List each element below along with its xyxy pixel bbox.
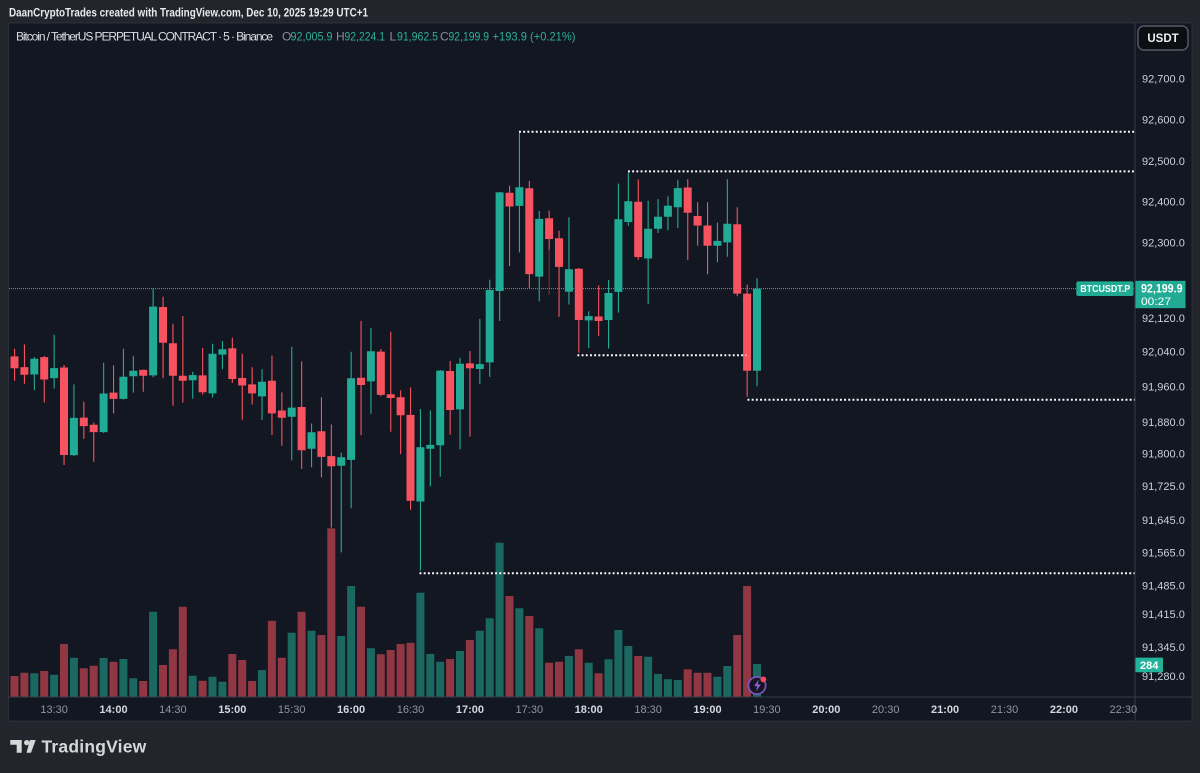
svg-text:91,565.0: 91,565.0 (1142, 548, 1185, 560)
svg-text:92,005.9: 92,005.9 (291, 30, 333, 44)
svg-text:92,224.1: 92,224.1 (345, 30, 386, 44)
svg-text:13:30: 13:30 (40, 704, 68, 716)
svg-text:91,345.0: 91,345.0 (1142, 642, 1185, 654)
svg-text:14:30: 14:30 (159, 704, 187, 716)
svg-text:22:30: 22:30 (1110, 704, 1138, 716)
svg-text:15:00: 15:00 (218, 704, 246, 716)
svg-text:USDT: USDT (1147, 33, 1178, 45)
svg-text:18:00: 18:00 (575, 704, 603, 716)
svg-text:20:00: 20:00 (812, 704, 840, 716)
svg-text:20:30: 20:30 (872, 704, 900, 716)
svg-text:00:27: 00:27 (1141, 296, 1171, 308)
svg-text:22:00: 22:00 (1050, 704, 1078, 716)
svg-text:+193.9 (+0.21%): +193.9 (+0.21%) (493, 30, 576, 44)
svg-text:16:30: 16:30 (397, 704, 425, 716)
svg-text:92,300.0: 92,300.0 (1142, 238, 1185, 250)
svg-text:92,199.9: 92,199.9 (1141, 284, 1183, 296)
svg-text:14:00: 14:00 (99, 704, 127, 716)
svg-text:21:30: 21:30 (991, 704, 1019, 716)
svg-text:21:00: 21:00 (931, 704, 959, 716)
svg-text:91,280.0: 91,280.0 (1142, 671, 1185, 683)
svg-text:92,120.0: 92,120.0 (1142, 313, 1185, 325)
svg-text:O: O (282, 30, 291, 44)
svg-text:17:30: 17:30 (516, 704, 544, 716)
svg-text:92,600.0: 92,600.0 (1142, 115, 1185, 127)
svg-text:91,880.0: 91,880.0 (1142, 417, 1185, 429)
svg-text:Bitcoin / TetherUS PERPETUAL C: Bitcoin / TetherUS PERPETUAL CONTRACT · … (16, 30, 273, 44)
svg-text:91,485.0: 91,485.0 (1142, 581, 1185, 593)
svg-text:L: L (390, 30, 397, 44)
svg-text:19:00: 19:00 (693, 704, 721, 716)
svg-text:92,040.0: 92,040.0 (1142, 347, 1185, 359)
svg-text:19:30: 19:30 (753, 704, 781, 716)
svg-text:91,962.5: 91,962.5 (397, 30, 438, 44)
svg-text:DaanCryptoTrades created with: DaanCryptoTrades created with TradingVie… (9, 6, 368, 20)
svg-text:92,500.0: 92,500.0 (1142, 156, 1185, 168)
svg-text:H: H (336, 30, 345, 44)
svg-text:17:00: 17:00 (456, 704, 484, 716)
svg-text:91,645.0: 91,645.0 (1142, 515, 1185, 527)
svg-text:91,960.0: 91,960.0 (1142, 382, 1185, 394)
svg-text:92,199.9: 92,199.9 (449, 30, 490, 44)
svg-text:C: C (440, 30, 449, 44)
svg-text:91,415.0: 91,415.0 (1142, 609, 1185, 621)
svg-text:91,725.0: 91,725.0 (1142, 481, 1185, 493)
svg-text:92,400.0: 92,400.0 (1142, 196, 1185, 208)
svg-text:91,800.0: 91,800.0 (1142, 449, 1185, 461)
svg-text:BTCUSDT.P: BTCUSDT.P (1080, 284, 1130, 295)
svg-text:284: 284 (1140, 660, 1159, 672)
svg-text:92,700.0: 92,700.0 (1142, 74, 1185, 86)
svg-text:16:00: 16:00 (337, 704, 365, 716)
svg-text:18:30: 18:30 (634, 704, 662, 716)
svg-text:TradingView: TradingView (42, 737, 147, 757)
svg-text:15:30: 15:30 (278, 704, 306, 716)
